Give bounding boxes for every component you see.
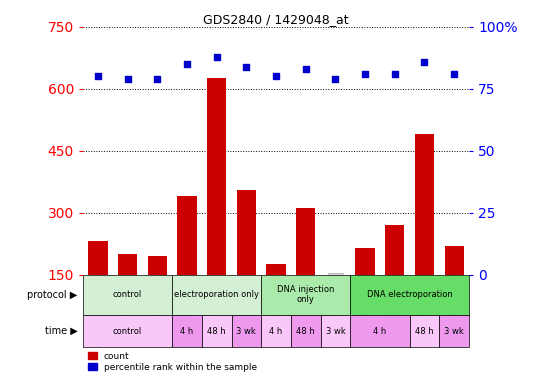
Bar — [440, 315, 469, 347]
Bar — [415, 134, 434, 275]
Bar — [237, 190, 256, 275]
Point — [153, 76, 161, 82]
Bar — [385, 225, 405, 275]
Bar — [177, 196, 197, 275]
Text: DNA injection
only: DNA injection only — [277, 285, 334, 305]
Text: electroporation only: electroporation only — [174, 290, 259, 299]
Text: control: control — [113, 326, 142, 336]
Text: 48 h: 48 h — [415, 326, 434, 336]
Bar — [147, 256, 167, 275]
Text: 3 wk: 3 wk — [325, 326, 345, 336]
Point — [272, 73, 280, 79]
Point — [420, 58, 429, 65]
Point — [391, 71, 399, 77]
Point — [212, 53, 221, 60]
Bar — [350, 275, 469, 315]
Point — [331, 76, 340, 82]
Bar — [261, 315, 291, 347]
Point — [301, 66, 310, 72]
Bar — [296, 209, 315, 275]
Bar — [172, 315, 202, 347]
Bar — [232, 315, 261, 347]
Text: DNA electroporation: DNA electroporation — [367, 290, 452, 299]
Point — [242, 63, 251, 70]
Text: protocol ▶: protocol ▶ — [27, 290, 78, 300]
Bar — [410, 315, 440, 347]
Point — [450, 71, 458, 77]
Bar — [207, 78, 226, 275]
Bar — [118, 254, 137, 275]
Point — [94, 73, 102, 79]
Bar — [444, 246, 464, 275]
Bar — [83, 275, 172, 315]
Bar — [355, 248, 375, 275]
Legend: count, percentile rank within the sample: count, percentile rank within the sample — [87, 352, 257, 372]
Point — [183, 61, 191, 67]
Bar — [326, 275, 345, 291]
Bar — [261, 275, 350, 315]
Bar — [266, 264, 286, 275]
Text: time ▶: time ▶ — [45, 326, 78, 336]
Text: 48 h: 48 h — [207, 326, 226, 336]
Point — [361, 71, 369, 77]
Bar — [321, 315, 350, 347]
Text: 4 h: 4 h — [270, 326, 282, 336]
Bar — [350, 315, 410, 347]
Text: 4 h: 4 h — [373, 326, 386, 336]
Text: 3 wk: 3 wk — [236, 326, 256, 336]
Text: 48 h: 48 h — [296, 326, 315, 336]
Bar — [291, 315, 321, 347]
Text: 4 h: 4 h — [180, 326, 193, 336]
Bar — [202, 315, 232, 347]
Bar — [83, 315, 172, 347]
Text: control: control — [113, 290, 142, 299]
Text: 3 wk: 3 wk — [444, 326, 464, 336]
Bar — [88, 242, 108, 275]
Title: GDS2840 / 1429048_at: GDS2840 / 1429048_at — [203, 13, 349, 26]
Point — [123, 76, 132, 82]
Bar — [172, 275, 261, 315]
